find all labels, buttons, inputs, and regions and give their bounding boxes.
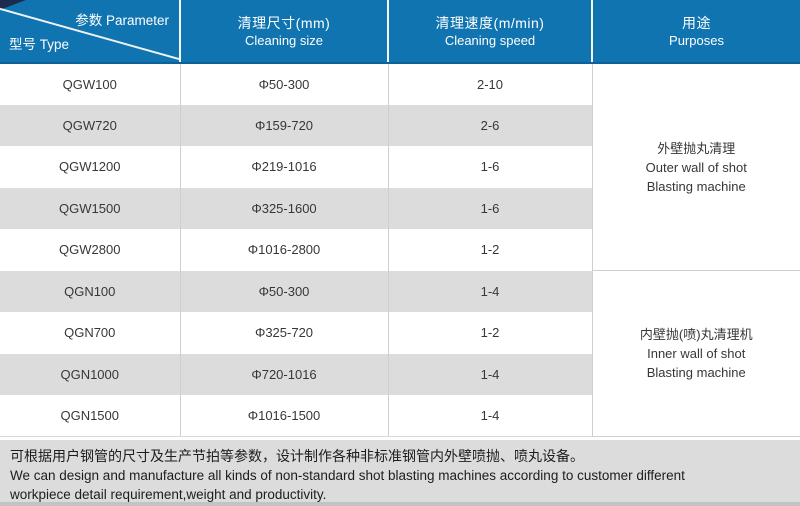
speed-cell: 1-6 [388, 187, 593, 229]
table-row-QGW720: QGW720 Φ159-720 2-6 [0, 104, 800, 146]
speed-cell: 1-4 [388, 270, 593, 312]
purpose-zh: 内壁抛(喷)丸清理机 [639, 327, 753, 342]
table-row-QGW1500: QGW1500 Φ325-1600 1-6 [0, 187, 800, 229]
header-row: 参数 Parameter 型号 Type 清理尺寸(mm) Cleaning s… [0, 0, 800, 64]
size-cell: Φ50-300 [180, 63, 389, 105]
corner-type-label: 型号 Type [9, 37, 70, 52]
column-header-cleaning-size: 清理尺寸(mm) Cleaning size [179, 0, 388, 64]
column-header-purposes: 用途 Purposes [591, 0, 800, 64]
table-row-QGN100: QGN100 Φ50-300 1-4 内壁抛(喷)丸清理机 Inner wall of … [0, 270, 800, 437]
footer-line-en-1: We can design and manufacture all kinds … [10, 468, 685, 483]
table-row-QGW1200: QGW1200 Φ219-1016 1-6 [0, 146, 800, 188]
corner-parameter-label: 参数 Parameter [75, 13, 169, 28]
size-cell: Φ159-720 [180, 104, 389, 146]
column-header-purposes-en: Purposes [669, 32, 724, 48]
speed-cell: 1-4 [388, 395, 593, 437]
model-cell: QGW1200 [0, 146, 181, 188]
model-cell: QGN1000 [0, 353, 181, 395]
model-cell: QGN1500 [0, 395, 181, 437]
size-cell: Φ50-300 [180, 270, 389, 312]
size-cell: Φ219-1016 [180, 146, 389, 188]
size-cell: Φ325-720 [180, 312, 389, 354]
purpose-cell: 内壁抛(喷)丸清理机 Inner wall of shot Blasting mac… [592, 270, 800, 437]
size-cell: Φ720-1016 [180, 353, 389, 395]
column-header-purposes-zh: 用途 [682, 14, 711, 31]
column-header-cleaning-speed-en: Cleaning speed [444, 32, 536, 48]
speed-cell: 1-6 [388, 146, 593, 188]
size-cell: Φ1016-1500 [180, 395, 389, 437]
speed-cell: 2-10 [388, 63, 593, 105]
size-cell: Φ1016-2800 [180, 229, 389, 271]
model-cell: QGN100 [0, 270, 181, 312]
column-header-cleaning-speed-zh: 清理速度(m/min) [435, 14, 545, 31]
footer-line-zh: 可根据用户钢管的尺寸及生产节拍等参数，设计制作各种非标准钢管内外壁喷抛、喷丸设备… [10, 448, 584, 464]
model-cell: QGN700 [0, 312, 181, 354]
table-row-QGW100: QGW100 Φ50-300 2-10 外壁抛丸清理 Outer wall of sho… [0, 63, 800, 271]
model-cell: QGW720 [0, 104, 181, 146]
speed-cell: 2-6 [388, 104, 593, 146]
purpose-en-1: Outer wall of shot [645, 159, 747, 175]
model-cell: QGW1500 [0, 187, 181, 229]
corner-header-cell: 参数 Parameter 型号 Type [0, 0, 180, 64]
column-header-cleaning-speed: 清理速度(m/min) Cleaning speed [387, 0, 592, 64]
column-header-cleaning-size-en: Cleaning size [244, 32, 324, 48]
purpose-en-1: Inner wall of shot [647, 346, 746, 361]
spec-table: 参数 Parameter 型号 Type 清理尺寸(mm) Cleaning s… [0, 0, 800, 437]
purpose-zh: 外壁抛丸清理 [657, 140, 736, 156]
size-cell: Φ325-1600 [180, 187, 389, 229]
column-header-cleaning-size-zh: 清理尺寸(mm) [237, 14, 331, 31]
speed-cell: 1-2 [388, 229, 593, 271]
table-row-QGN1500: QGN1500 Φ1016-1500 1-4 [0, 395, 800, 437]
footer-line-en-2: workpiece detail requirement,weight and … [10, 487, 327, 502]
purpose-en-2: Blasting machine [646, 365, 746, 380]
purpose-en-2: Blasting machine [646, 178, 746, 194]
speed-cell: 1-2 [388, 312, 593, 354]
table-row-QGN700: QGN700 Φ325-720 1-2 [0, 312, 800, 354]
diagonal-divider [0, 0, 179, 60]
model-cell: QGW100 [0, 63, 181, 105]
spec-table-body: QGW100 Φ50-300 2-10 外壁抛丸清理 Outer wall of sho… [0, 63, 800, 437]
footer-note: 可根据用户钢管的尺寸及生产节拍等参数，设计制作各种非标准钢管内外壁喷抛、喷丸设备… [0, 440, 800, 506]
table-row-QGW2800: QGW2800 Φ1016-2800 1-2 [0, 229, 800, 271]
model-cell: QGW2800 [0, 229, 181, 271]
table-row-QGN1000: QGN1000 Φ720-1016 1-4 [0, 353, 800, 395]
purpose-cell: 外壁抛丸清理 Outer wall of shot Blasting machine [592, 63, 800, 271]
speed-cell: 1-4 [388, 353, 593, 395]
